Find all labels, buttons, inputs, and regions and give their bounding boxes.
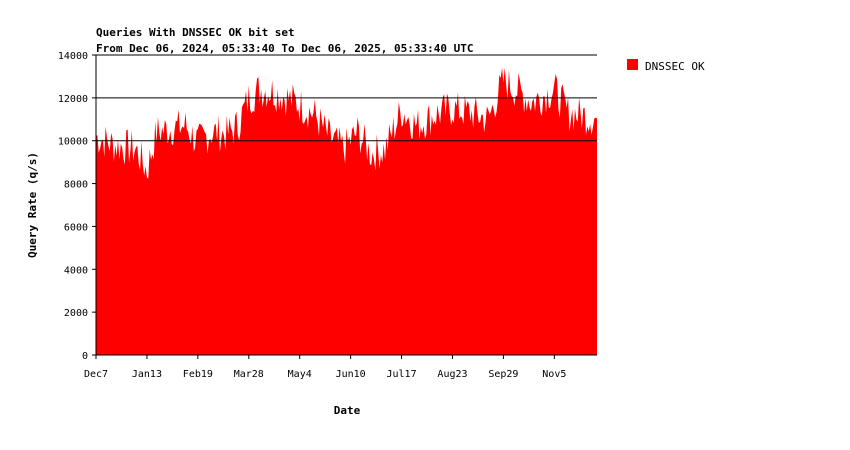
x-tick-label: Sep29 xyxy=(488,369,518,380)
grid-lines xyxy=(96,54,597,142)
chart-subtitle: From Dec 06, 2024, 05:33:40 To Dec 06, 2… xyxy=(96,42,474,55)
x-tick-label: Jan13 xyxy=(132,369,162,380)
y-tick-label: 14000 xyxy=(58,51,88,62)
x-tick-label: Jun10 xyxy=(336,369,366,380)
y-axis: 0 2000 4000 6000 8000 10000 12000 14000 xyxy=(58,51,97,362)
x-axis-label: Date xyxy=(334,404,361,417)
y-axis-label: Query Rate (q/s) xyxy=(26,152,39,258)
plot-area xyxy=(96,67,597,356)
chart-title: Queries With DNSSEC OK bit set xyxy=(96,26,295,39)
y-tick-label: 12000 xyxy=(58,94,88,105)
y-tick-label: 6000 xyxy=(64,222,88,233)
y-tick-label: 10000 xyxy=(58,137,88,148)
x-tick-label: Feb19 xyxy=(183,369,213,380)
y-tick-label: 4000 xyxy=(64,265,88,276)
y-tick-label: 8000 xyxy=(64,180,88,191)
x-tick-label: May4 xyxy=(288,369,312,380)
x-tick-label: Dec7 xyxy=(84,369,108,380)
legend: DNSSEC OK xyxy=(627,59,705,73)
x-tick-label: Jul17 xyxy=(387,369,417,380)
x-tick-label: Aug23 xyxy=(437,369,467,380)
x-tick-label: Mar28 xyxy=(234,369,264,380)
legend-swatch xyxy=(627,59,638,70)
x-tick-label: Nov5 xyxy=(542,369,566,380)
series-area-dnssec-ok xyxy=(96,67,597,356)
legend-label: DNSSEC OK xyxy=(645,60,705,73)
x-axis: Dec7 Jan13 Feb19 Mar28 May4 Jun10 Jul17 Aug23 Se… xyxy=(84,354,597,380)
y-tick-label: 0 xyxy=(82,351,88,362)
y-tick-label: 2000 xyxy=(64,308,88,319)
